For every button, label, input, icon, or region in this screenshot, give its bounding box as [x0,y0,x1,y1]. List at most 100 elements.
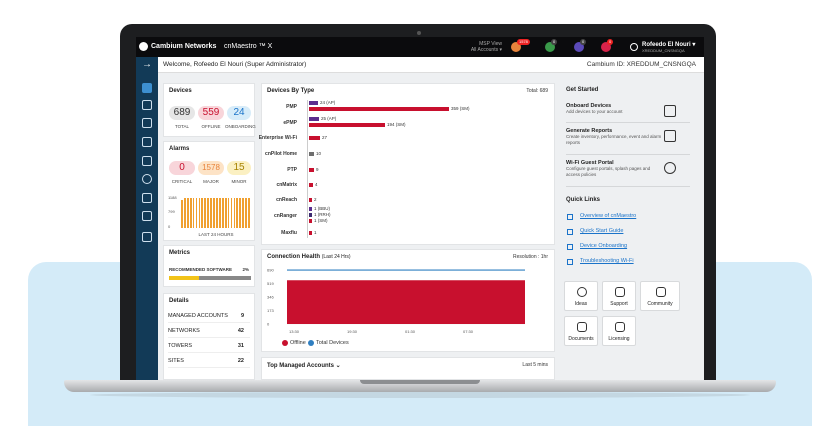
alarm-bar [192,198,195,228]
connection-health-chart: 690 519 346 173 0 13:30 19:30 01:30 07:30 [267,268,525,334]
user-menu[interactable]: Rofeedo El Nouri ▾ [642,42,696,48]
devices-offline[interactable]: 559 [198,106,224,120]
alarm-bell-icon[interactable] [511,42,521,52]
dbt-bar-pmp-sm[interactable] [309,107,449,111]
connection-health-title: Connection Health (Last 24 Hrs) [267,254,351,260]
dbt-bar-wifi[interactable] [309,136,320,140]
connection-health-title-text: Connection Health [267,254,321,260]
offline-area [287,280,525,324]
divider [566,122,690,123]
dbt-bar-label: 9 [316,167,319,172]
details-row-label: NETWORKS [168,328,200,334]
dbt-bar-label: 1 (BBU) [314,206,331,211]
alarm-bar [213,198,215,228]
people-icon [656,287,666,297]
reports-icon[interactable] [142,118,152,128]
dbt-category: cnMatrix [276,182,297,188]
alarm-bar [230,198,233,228]
globe-icon [664,162,676,174]
alarms-minor[interactable]: 15 [227,161,251,175]
alarm-bar [186,198,189,228]
alarm-bar [216,198,218,228]
dbt-bar-cnmatrix[interactable] [309,183,313,187]
onboard-icon[interactable] [142,137,152,147]
dbt-bar-label: 2 [314,197,317,202]
billing-icon[interactable] [142,232,152,242]
legend-total-label[interactable]: Total Devices [316,340,349,346]
right-panel: Get Started Onboard Devices Add devices … [560,83,700,380]
details-row[interactable]: TOWERS 31 [168,340,250,353]
alarms-x-label: LAST 24 HOURS [198,232,234,237]
wifi-guest-portal-item[interactable]: Wi-Fi Guest Portal Configure guest porta… [566,160,686,178]
details-row-value: 31 [237,343,244,349]
alarms-major[interactable]: 1578 [198,161,224,175]
alarms-histogram [181,195,251,228]
dbt-bar-pmp-ap[interactable] [309,101,318,105]
devices-total[interactable]: 689 [169,106,195,120]
chat-icon[interactable] [574,42,584,52]
brand-name: Cambium Networks [151,43,217,50]
dbt-bar-ptp[interactable] [309,168,314,172]
alarms-critical[interactable]: 0 [169,161,195,175]
notification-icon[interactable] [601,42,611,52]
dbt-bar-cnranger-rrh[interactable] [309,213,312,217]
monitor-icon[interactable] [142,100,152,110]
top-bar: Cambium Networks cnMaestro ™ X MSP View … [136,37,704,57]
dbt-bar-maxfiu[interactable] [309,231,312,235]
user-avatar-icon[interactable] [630,43,638,51]
onboard-devices-item[interactable]: Onboard Devices Add devices to your acco… [566,103,686,115]
details-card: Details MANAGED ACCOUNTS 9 NETWORKS 42 TOW… [163,293,255,380]
details-row[interactable]: MANAGED ACCOUNTS 9 [168,310,250,323]
dbt-bar-cnpilot[interactable] [309,152,314,156]
alarm-bar [227,198,230,228]
top-accounts-title[interactable]: Top Managed Accounts ⌄ [267,363,341,369]
devices-by-type-card: Devices By Type Total: 689 PMP 24 (AP) 3… [259,83,555,245]
tile-support[interactable]: Support [602,281,636,311]
devices-by-type-axis [307,100,308,238]
msp-view-label: MSP View [479,41,502,47]
dbt-bar-cnranger-bbu[interactable] [309,207,312,211]
dbt-category: ePMP [283,120,297,126]
generate-reports-item[interactable]: Generate Reports Create inventory, perfo… [566,128,686,146]
users-icon[interactable] [142,156,152,166]
dbt-bar-epmp-ap[interactable] [309,117,319,121]
alarm-bar [248,198,250,228]
quick-link[interactable]: Device Onboarding [580,243,628,249]
alarm-bar [198,198,201,228]
alarm-bar [207,198,210,228]
cambium-logo-icon [139,42,148,51]
dbt-bar-epmp-sm[interactable] [309,123,385,127]
tile-label: Community [647,301,673,307]
devices-by-type-total: Total: 689 [526,88,548,94]
license-icon[interactable] [142,211,152,221]
legend-offline-label[interactable]: Offline [290,340,306,346]
dbt-bar-cnranger-sm[interactable] [309,219,312,223]
details-row[interactable]: SITES 22 [168,355,250,368]
apps-grid-icon[interactable] [142,193,152,203]
settings-gear-icon[interactable] [142,174,152,184]
quick-link[interactable]: Quick Start Guide [580,228,624,234]
alarm-bar [233,198,236,228]
tile-community[interactable]: Community [640,281,680,311]
y-tick-label: 690 [267,268,274,273]
devices-onboarding[interactable]: 24 [227,106,251,120]
details-title: Details [169,298,189,304]
quick-link[interactable]: Troubleshooting Wi-Fi [580,258,634,264]
quick-link[interactable]: Overview of cnMaestro [580,213,637,219]
tile-licensing[interactable]: Licensing [602,316,636,346]
tile-ideas[interactable]: Ideas [564,281,598,311]
details-row[interactable]: NETWORKS 42 [168,325,250,338]
cloud-icon[interactable] [545,42,555,52]
alarm-bar [189,198,192,228]
dbt-bar-label: 1 (RRH) [314,212,331,217]
alarms-card: Alarms 0 1578 15 CRITICAL MAJOR MINOR 11… [163,141,255,241]
webcam [417,31,421,35]
dbt-bar-label: 194 (SM) [387,122,406,127]
msp-view-selector[interactable]: MSP View All Accounts ▾ [466,41,502,53]
chat-badge: 0 [580,39,587,45]
alarm-bar [210,198,212,228]
tile-documents[interactable]: Documents [564,316,598,346]
dbt-bar-cnreach[interactable] [309,198,312,202]
collapse-arrow-icon[interactable]: → [142,59,152,70]
home-icon[interactable] [142,83,152,93]
